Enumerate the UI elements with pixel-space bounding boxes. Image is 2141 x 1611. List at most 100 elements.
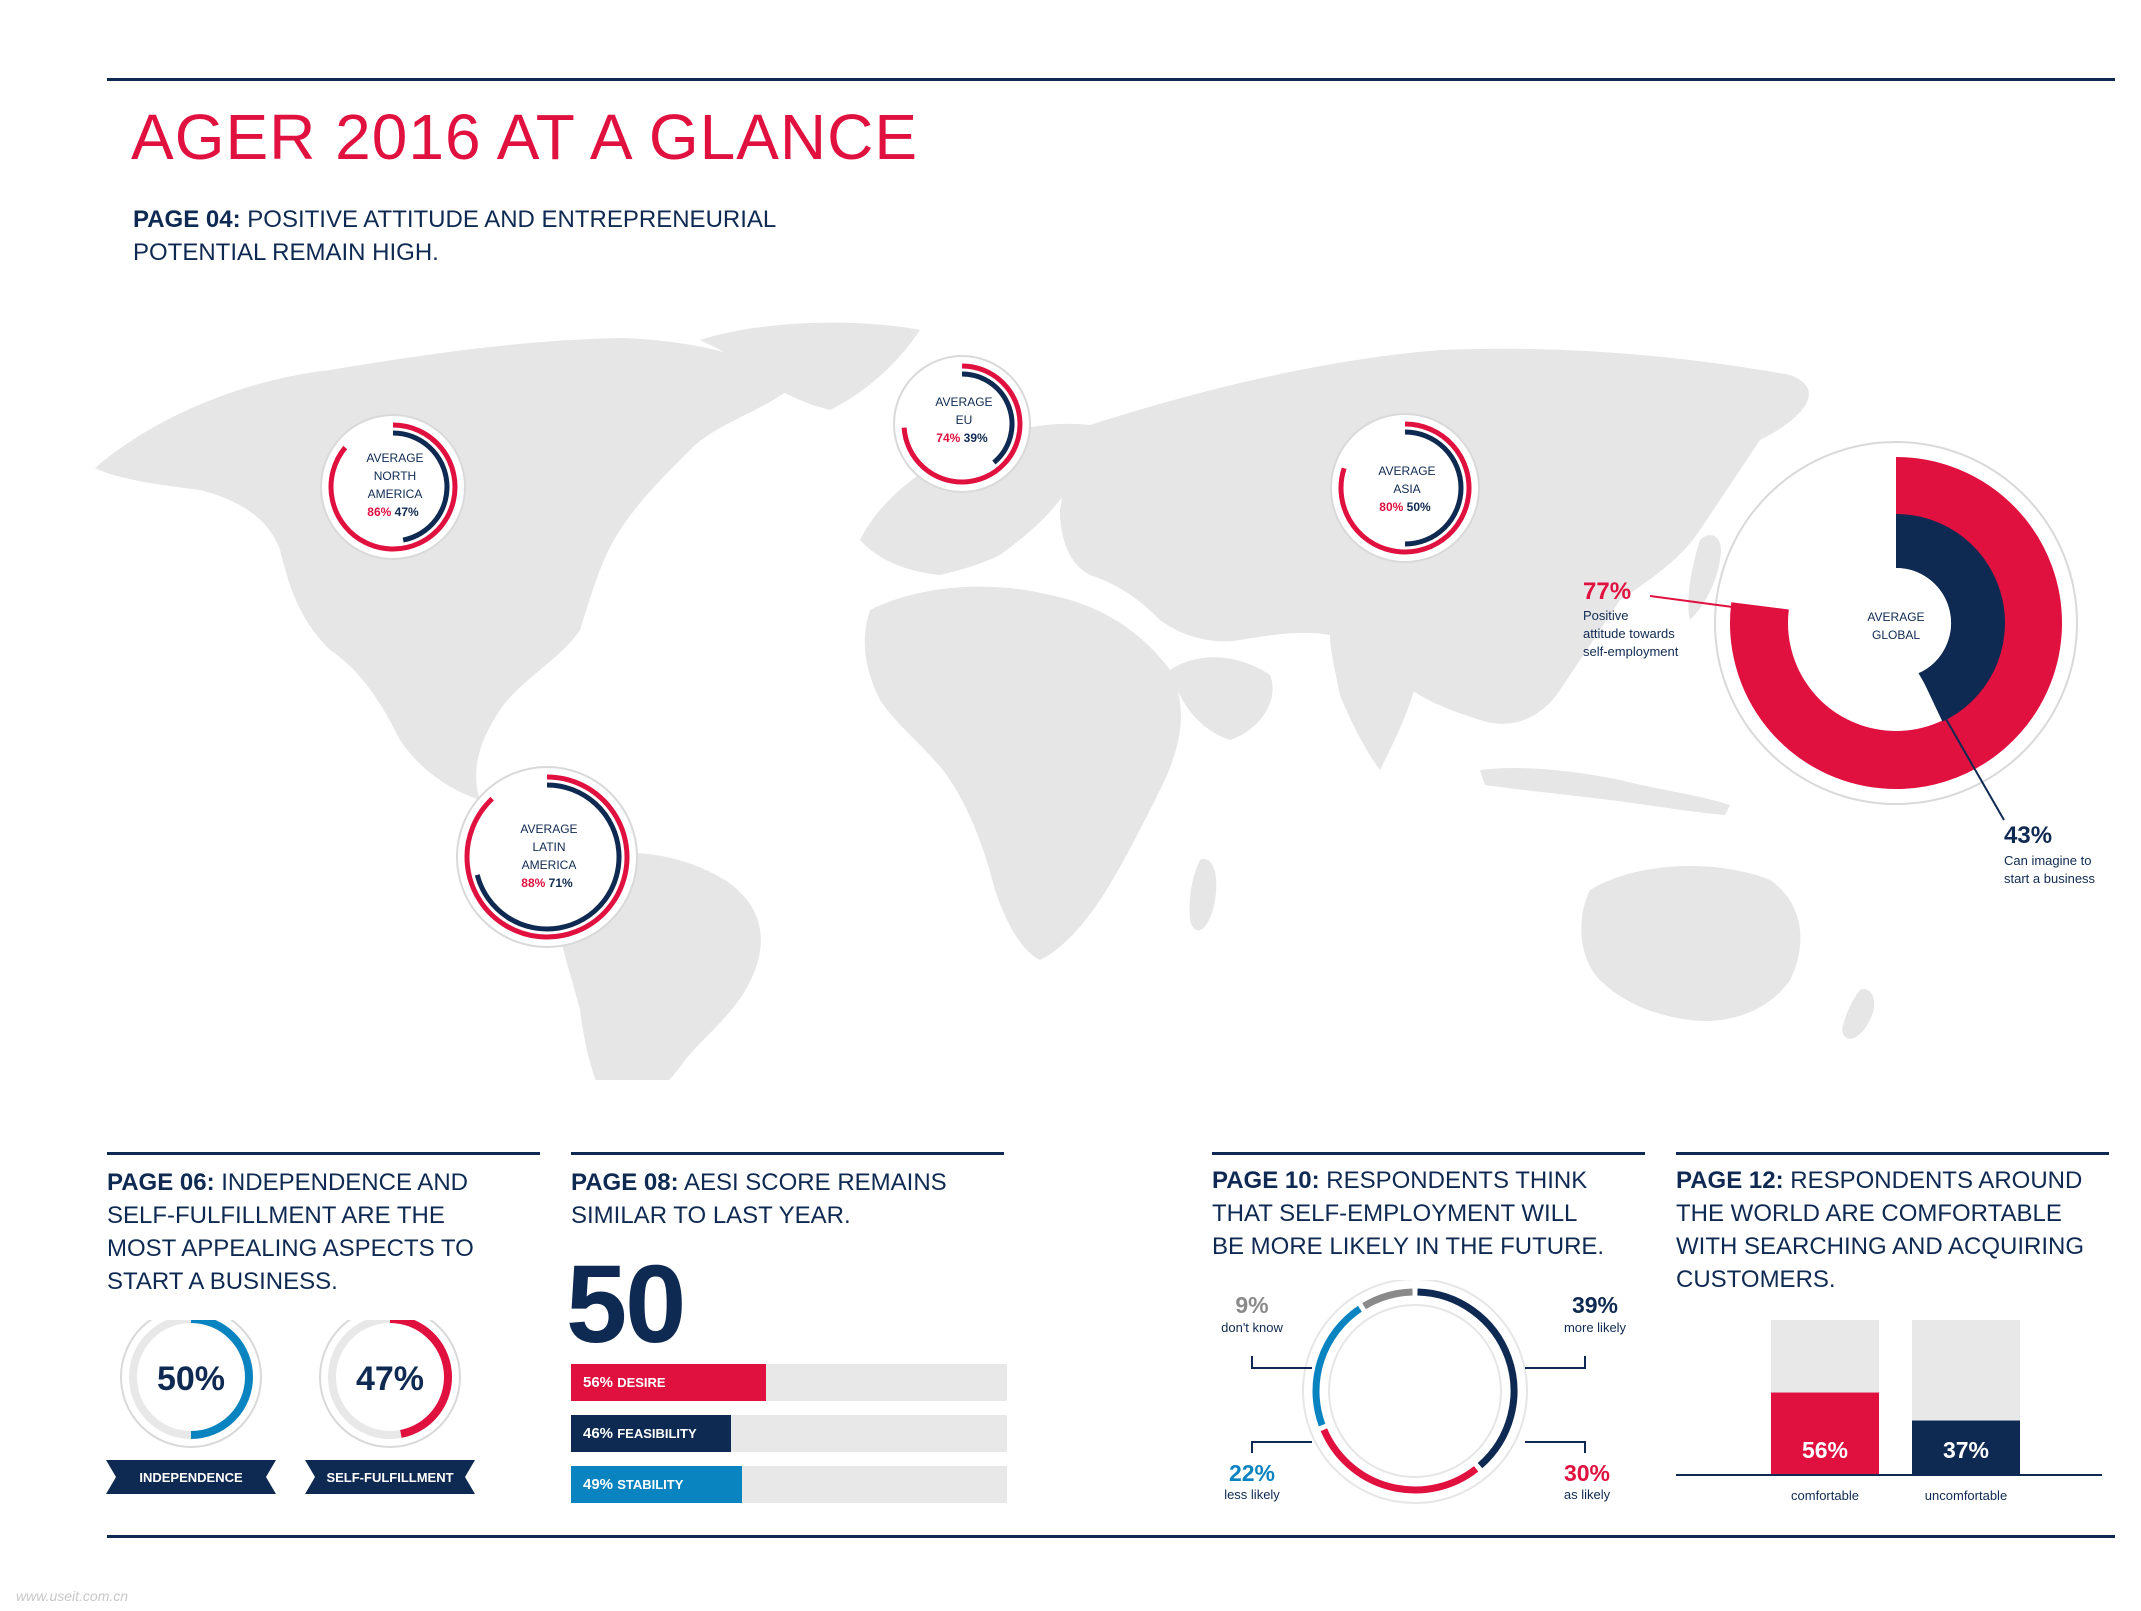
na-name-2: NORTH [374,469,416,483]
na-positive-arc [328,422,458,552]
top-rule [107,78,2115,81]
self-fulfillment-ribbon [305,1460,475,1494]
map-arabia [1170,657,1273,740]
rule-page06 [107,1152,540,1155]
lesslikely-label: less likely [1224,1487,1280,1502]
page06-heading: PAGE 06: INDEPENDENCE AND SELF-FULFILLME… [107,1166,547,1298]
global-positive-arc [1730,457,2062,789]
na-donut-frame [320,414,466,560]
watermark: www.useit.com.cn [16,1588,129,1604]
aesi-bar-pct: 49% [583,1476,618,1493]
la-positive: 88% [521,876,545,890]
page06-label: PAGE 06: [107,1169,215,1196]
asia-imagine-arc [1404,429,1464,547]
future-donut-inner [1328,1304,1502,1478]
page10-text-1: RESPONDENTS THINK [1326,1167,1588,1194]
rule-page08 [571,1152,1004,1155]
global-positive-leader [1649,595,1741,609]
asia-donut-frame [1330,413,1480,563]
map-europe [860,423,1093,575]
na-imagine-arc [392,430,450,543]
self-fulfillment-ring-arc [389,1320,452,1438]
eu-positive-arc [901,363,1023,485]
page10-heading: PAGE 10: RESPONDENTS THINK THAT SELF-EMP… [1212,1164,1652,1263]
aesi-bar-pct: 46% [583,1425,618,1442]
page06-text-1: INDEPENDENCE AND [221,1169,468,1196]
aslikely-leader [1525,1441,1586,1453]
self-fulfillment-label: SELF-FULFILLMENT [326,1470,453,1485]
na-name-1: AVERAGE [366,451,423,465]
independence-ring-frame [120,1320,262,1448]
page12-text-4: CUSTOMERS. [1676,1266,1836,1293]
page06-text-4: START A BUSINESS. [107,1268,338,1295]
la-imagine-arc [474,782,622,932]
page08-heading: PAGE 08: AESI SCORE REMAINS SIMILAR TO L… [571,1166,1011,1232]
global-imagine-value: 43% [2004,822,2052,849]
morelikely-arc [1417,1288,1518,1469]
aesi-bar-stability: 49% STABILITY [571,1466,742,1503]
la-name-1: AVERAGE [520,822,577,836]
global-imagine-leader [1918,672,2005,821]
future-donut: 9% don't know 39% more likely 22% less l… [1221,1280,1627,1504]
independence-ring-arc [190,1320,253,1439]
self-fulfillment-value: 47% [356,1360,424,1398]
eu-positive: 74% [936,431,960,445]
customers-bars: 56% 37% comfortable uncomfortable [1676,1320,2102,1503]
page06-text-3: MOST APPEALING ASPECTS TO [107,1235,474,1262]
page12-label: PAGE 12: [1676,1167,1784,1194]
la-positive-arc [464,774,630,940]
na-positive: 86% [367,505,391,519]
page04-text-1: POSITIVE ATTITUDE AND ENTREPRENEURIAL [247,206,777,233]
aesi-score: 50 [566,1243,686,1366]
uncomfortable-bar [1912,1420,2020,1475]
page10-text-3: BE MORE LIKELY IN THE FUTURE. [1212,1233,1605,1260]
page04-heading: PAGE 04: POSITIVE ATTITUDE AND ENTREPREN… [133,203,776,269]
page08-label: PAGE 08: [571,1169,679,1196]
svg-text:80% 50%: 80% 50% [1379,500,1431,514]
comfortable-value: 56% [1802,1437,1848,1463]
independence-ribbon [106,1460,276,1494]
la-donut-frame [456,766,638,948]
map-japan [1688,535,1721,620]
na-imagine: 47% [395,505,419,519]
asia-positive-arc [1338,421,1472,555]
aesi-bar-name: FEASIBILITY [617,1426,697,1441]
uncomfortable-label: uncomfortable [1925,1488,2007,1503]
la-imagine: 71% [549,876,573,890]
dontknow-value: 9% [1235,1292,1268,1318]
global-donut-hole [1841,568,1951,678]
page10-label: PAGE 10: [1212,1167,1320,1194]
la-name-2: LATIN [532,840,565,854]
map-australia [1581,866,1801,1021]
dontknow-arc [1362,1288,1413,1310]
global-positive-value: 77% [1583,578,1631,605]
lesslikely-arc [1312,1305,1362,1427]
comfortable-label: comfortable [1791,1488,1859,1503]
global-imagine-text-1: Can imagine to [2004,853,2091,868]
rule-page12 [1676,1152,2109,1155]
page08-text-2: SIMILAR TO LAST YEAR. [571,1202,851,1229]
na-name-3: AMERICA [368,487,423,501]
morelikely-leader [1525,1356,1586,1369]
map-new-zealand [1842,989,1875,1039]
dontknow-label: don't know [1221,1320,1283,1335]
eu-imagine: 39% [964,431,988,445]
map-madagascar [1189,859,1217,931]
eu-name-1: AVERAGE [935,395,992,409]
aesi-bar-name: STABILITY [617,1477,684,1492]
global-name-1: AVERAGE [1867,610,1924,624]
bottom-rule [107,1535,2115,1538]
map-africa [864,586,1181,960]
aslikely-arc [1320,1428,1479,1494]
dontknow-leader [1251,1356,1312,1369]
page10-text-2: THAT SELF-EMPLOYMENT WILL [1212,1200,1578,1227]
eu-imagine-arc [961,371,1015,465]
page12-text-3: WITH SEARCHING AND ACQUIRING [1676,1233,2085,1260]
page04-text-2: POTENTIAL REMAIN HIGH. [133,239,439,266]
future-donut-frame [1302,1280,1528,1504]
svg-text:88% 71%: 88% 71% [521,876,573,890]
morelikely-label: more likely [1564,1320,1627,1335]
global-positive-text-2: attitude towards [1583,626,1675,641]
uncomfortable-value: 37% [1943,1437,1989,1463]
lesslikely-leader [1251,1441,1312,1453]
